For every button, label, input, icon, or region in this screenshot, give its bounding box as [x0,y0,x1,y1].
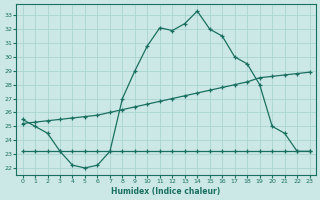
X-axis label: Humidex (Indice chaleur): Humidex (Indice chaleur) [111,187,221,196]
